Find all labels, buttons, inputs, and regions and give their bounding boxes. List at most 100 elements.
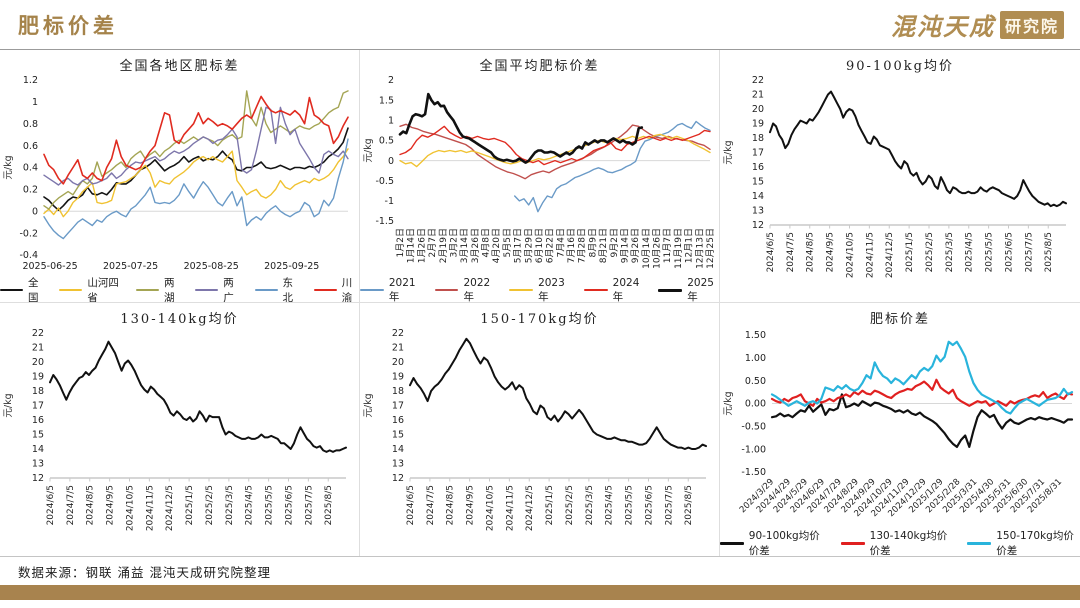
charts-grid: 全国各地区肥标差 1.2 1 0.8 0.6 0.4 0.2 0 -0.2 -0.4 元/kg 20… [0,50,1080,557]
x-tick-label: 2024/10/5 [125,485,135,531]
x-axis: 2024/6/5 2024/7/5 2024/8/5 2024/9/5 2024/10/… [46,478,334,531]
chart-cell-150-170kg-price: 150-170kg均价 22 21 20 19 18 17 16 15 14 13 12 元/kg 20… [360,303,720,556]
y-tick-label: 0.5 [379,136,394,147]
y-tick-label: 19 [752,119,764,130]
legend-item-2024年: 2024年 [583,277,645,302]
legend-swatch [434,289,459,291]
x-tick-label: 12月1日 [684,228,695,263]
y-tick-label: 19 [32,372,44,383]
x-tick-label: 2025-07-25 [103,261,158,272]
series-line-两湖 [43,90,349,210]
weight-spread-plot: 1.50 1.00 0.50 0.00 -0.50 -1.00 -1.50 元/kg 2024/… [723,330,1074,519]
x-tick-label: 3月26日 [470,228,481,263]
x-tick-label: 2025-08-25 [184,261,239,272]
y-tick-label: 22 [392,328,404,339]
legend-item-2023年: 2023年 [509,276,570,303]
x-tick-label: 7月4日 [555,228,566,257]
x-tick-label: 2025/8/5 [324,485,334,525]
y-tick-label: 16 [32,415,44,426]
chart-cell-90-100kg-price: 90-100kg均价 22 21 20 19 18 17 16 15 14 13 12 元/kg 202… [720,50,1080,303]
x-tick-label: 11月7日 [662,228,673,263]
y-axis-label: 元/kg [3,393,14,417]
y-tick-label: 0.8 [23,119,38,130]
legend-label: 150-170kg均价价差 [996,530,1074,556]
chart-title: 全国各地区肥标差 [119,59,240,74]
x-tick-label: 8月21日 [598,228,609,263]
x-tick-label: 2025/2/5 [565,485,575,525]
x-tick-label: 2025/2/5 [205,485,215,525]
series-line-2025年 [398,92,644,164]
legend-label: 2025年 [687,276,714,303]
logo-seal-box: 研究院 [999,10,1064,39]
legend-item-2021年: 2021年 [360,277,421,302]
x-tick-label: 2024/12/5 [525,485,535,531]
x-tick-label: 2024/9/5 [106,485,116,525]
legend-label: 90-100kg均价价差 [748,530,820,556]
x-tick-label: 2025-09-25 [264,261,319,272]
x-tick-label: 4月8日 [481,228,492,257]
x-tick-label: 5月29日 [523,228,534,263]
x-axis: 2024/3/292024/4/292024/5/292024/6/292024… [738,477,1064,519]
chart-cell-regional-spread: 全国各地区肥标差 1.2 1 0.8 0.6 0.4 0.2 0 -0.2 -0.4 元/kg 20… [0,50,360,303]
legend-swatch [658,288,683,292]
price-150-170kg-plot: 22 21 20 19 18 17 16 15 14 13 12 元/kg 2024/6/5 2024/7… [363,328,707,531]
x-tick-label: 4月20日 [491,228,502,263]
x-tick-label: 12月25日 [705,228,716,269]
legend-swatch [360,289,384,291]
x-tick-label: 2025/5/5 [985,232,995,272]
y-tick-label: 0.6 [23,141,38,152]
legend-swatch [967,541,992,545]
legend-label: 2023年 [538,276,565,303]
y-axis: 1.2 1 0.8 0.6 0.4 0.2 0 -0.2 -0.4 [19,75,38,261]
legend-swatch [583,289,608,291]
y-tick-label: 16 [392,415,404,426]
x-tick-label: 11月19日 [673,228,684,269]
x-tick-label: 3月14日 [459,228,470,263]
y-tick-label: -1.00 [741,444,766,455]
legend-item-2025年: 2025年 [658,276,719,303]
x-tick-label: 5月5日 [502,228,513,257]
y-axis: 22 21 20 19 18 17 16 15 14 13 12 [32,328,44,484]
y-axis-label: 元/kg [363,138,374,162]
x-tick-label: 6月10日 [534,228,545,263]
y-tick-label: 20 [392,357,404,368]
y-tick-label: -1 [385,196,394,207]
x-tick-label: 2024/10/5 [845,232,855,278]
x-tick-label: 2025/5/5 [625,485,635,525]
legend-item-2022年: 2022年 [434,277,496,302]
series-line-130-140kg均价价差 [770,378,1074,407]
x-tick-label: 2024/6/5 [406,485,416,525]
y-tick-label: 1 [388,115,394,126]
x-tick-label: 2024/11/5 [865,232,875,278]
y-tick-label: 20 [32,357,44,368]
logo-calligraphy-text: 混沌天成 [890,12,995,41]
y-tick-label: 14 [392,444,404,455]
y-tick-label: -0.4 [19,250,38,261]
legend-label: 两广 [223,277,234,303]
y-tick-label: 18 [32,386,44,397]
y-tick-label: 21 [752,90,764,101]
y-tick-label: 0.00 [745,399,766,410]
legend-item-130-140kg均价价差: 130-140kg均价价差 [840,528,954,556]
x-tick-label: 2025/8/5 [1044,232,1054,272]
y-tick-label: 1.2 [23,75,38,86]
x-axis: 1月2日 1月14日 1月26日 2月7日 2月19日 3月2日 3月14日 3月26日 4月8… [395,228,716,269]
chart-cell-weight-spread: 肥标价差 1.50 1.00 0.50 0.00 -0.50 -1.00 -1.50 元/kg… [720,303,1080,556]
y-tick-label: -0.50 [741,422,766,433]
x-tick-label: 2025/4/5 [965,232,975,272]
x-tick-label: 10月26日 [652,228,663,269]
y-tick-label: 13 [752,206,764,217]
y-axis-label: 元/kg [363,393,374,417]
y-tick-label: 0.4 [23,163,38,174]
x-tick-label: 2024/9/5 [466,485,476,525]
page-title: 肥标价差 [18,12,118,38]
legend-swatch [0,289,23,291]
y-tick-label: 21 [392,343,404,354]
x-tick-label: 5月17日 [513,228,524,263]
x-tick-label: 2024/12/5 [885,232,895,278]
x-tick-label: 2025/7/5 [304,485,314,525]
y-tick-label: 13 [392,459,404,470]
series-lines [398,92,711,213]
series-lines [43,90,349,240]
chart-cell-130-140kg-price: 130-140kg均价 22 21 20 19 18 17 16 15 14 13 12 元/kg 20… [0,303,360,556]
